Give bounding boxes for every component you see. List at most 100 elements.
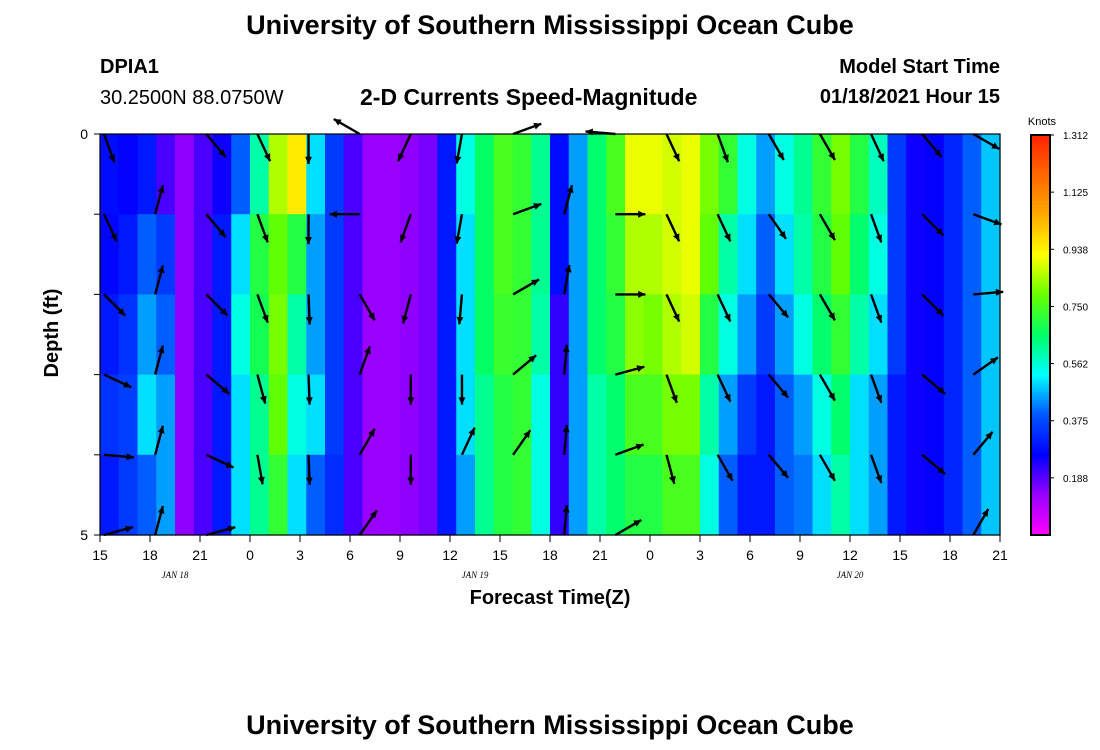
current-arrow: [205, 213, 227, 238]
heatmap-cell: [981, 294, 1001, 376]
heatmap-cell: [325, 454, 345, 536]
heatmap-cell: [250, 294, 270, 376]
current-arrow: [305, 214, 312, 245]
heatmap-cell: [868, 454, 889, 536]
heatmap-cell: [606, 374, 626, 456]
colorbar-tick-label: 0.562: [1063, 360, 1088, 371]
arrow-head: [937, 386, 946, 394]
arrow-head: [225, 461, 234, 468]
arrow-head: [305, 156, 312, 164]
heatmap-cell: [718, 294, 739, 376]
heatmap-cell: [812, 294, 832, 376]
heatmap-cell: [193, 294, 214, 376]
heatmap-cell: [662, 374, 682, 456]
current-arrow: [454, 133, 464, 164]
heatmap-cell: [643, 214, 664, 295]
current-arrow: [358, 509, 378, 536]
arrow-head: [635, 443, 644, 451]
current-arrow: [512, 278, 540, 296]
arrow-head: [673, 233, 680, 242]
heatmap-cell: [568, 214, 589, 295]
heatmap-cell: [512, 454, 532, 536]
arrow-head: [221, 386, 230, 394]
heatmap-cell: [212, 214, 232, 295]
heatmap-cell: [250, 214, 270, 295]
heatmap-cell: [475, 374, 495, 456]
heatmap-cell: [925, 294, 945, 376]
heatmap-cell: [606, 454, 626, 536]
heatmap-cell: [587, 294, 607, 376]
current-arrow: [153, 345, 165, 375]
heatmap-cell: [193, 374, 214, 456]
heatmap-cell: [981, 214, 1001, 295]
colorbar-tick-label: 0.750: [1063, 302, 1088, 313]
heatmap-cell: [681, 214, 701, 295]
current-arrow: [921, 213, 945, 237]
heatmap-cell: [531, 214, 551, 295]
current-arrow: [614, 443, 645, 456]
x-tick-label: 18: [542, 547, 558, 563]
colorbar-tick-label: 1.125: [1063, 188, 1088, 199]
heatmap-cell: [925, 454, 945, 536]
arrow-head: [875, 314, 883, 323]
heatmap-cell: [868, 134, 889, 215]
current-arrow: [972, 132, 1000, 151]
heatmap-cell: [212, 134, 232, 215]
heatmap-cell: [775, 134, 795, 215]
heatmap-cell: [568, 374, 589, 456]
heatmap-cell: [831, 454, 851, 536]
heatmap-cell: [587, 454, 607, 536]
heatmap-cell: [343, 454, 364, 536]
current-arrow: [256, 213, 269, 243]
arrow-head: [935, 308, 944, 316]
arrow-head: [126, 453, 134, 461]
heatmap-cell: [512, 294, 532, 376]
heatmap-cell: [400, 454, 420, 536]
heatmap-cell: [437, 294, 457, 376]
heatmap-cell: [793, 134, 814, 215]
heatmap-cell: [550, 454, 570, 536]
heatmap-cell: [925, 214, 945, 295]
heatmap-cell: [231, 374, 251, 456]
arrow-head: [329, 210, 337, 218]
arrow-head: [533, 203, 542, 210]
heatmap-cell: [231, 294, 251, 376]
heatmap-cell: [700, 374, 720, 456]
current-arrow: [615, 365, 645, 376]
current-arrow: [358, 293, 376, 322]
current-arrow: [716, 454, 734, 482]
heatmap-cell: [381, 294, 401, 376]
heatmap-cell: [212, 454, 232, 536]
current-arrow: [614, 518, 642, 537]
heatmap-cell: [587, 214, 607, 295]
heatmap-cell: [493, 214, 514, 295]
heatmap-cell: [287, 374, 307, 456]
arrow-head: [828, 312, 835, 321]
heatmap-cell: [231, 134, 251, 215]
heatmap-cell: [887, 134, 907, 215]
heatmap-cell: [475, 214, 495, 295]
current-arrow: [562, 344, 570, 375]
arrow-head: [934, 149, 942, 157]
heatmap-cell: [100, 134, 120, 215]
arrow-head: [724, 233, 731, 242]
current-arrow: [869, 293, 883, 324]
heatmap-cell: [550, 294, 570, 376]
heatmap-cell: [531, 374, 551, 456]
date-label: JAN 19: [462, 570, 489, 580]
current-arrow: [512, 122, 542, 136]
arrow-head: [935, 227, 944, 236]
model-start-value: 01/18/2021 Hour 15: [819, 86, 1000, 108]
current-arrow: [205, 525, 236, 537]
colorbar-tick-label: 0.375: [1063, 417, 1088, 428]
arrow-head: [780, 470, 789, 478]
heatmap-cell: [868, 214, 889, 295]
x-tick-label: 9: [396, 547, 404, 563]
current-arrow: [665, 454, 676, 485]
current-arrow: [102, 133, 116, 163]
arrow-head: [305, 477, 313, 485]
heatmap-cell: [137, 214, 157, 295]
heatmap-cell: [456, 214, 476, 295]
arrow-head: [875, 394, 883, 403]
heatmap-cell: [193, 214, 214, 295]
